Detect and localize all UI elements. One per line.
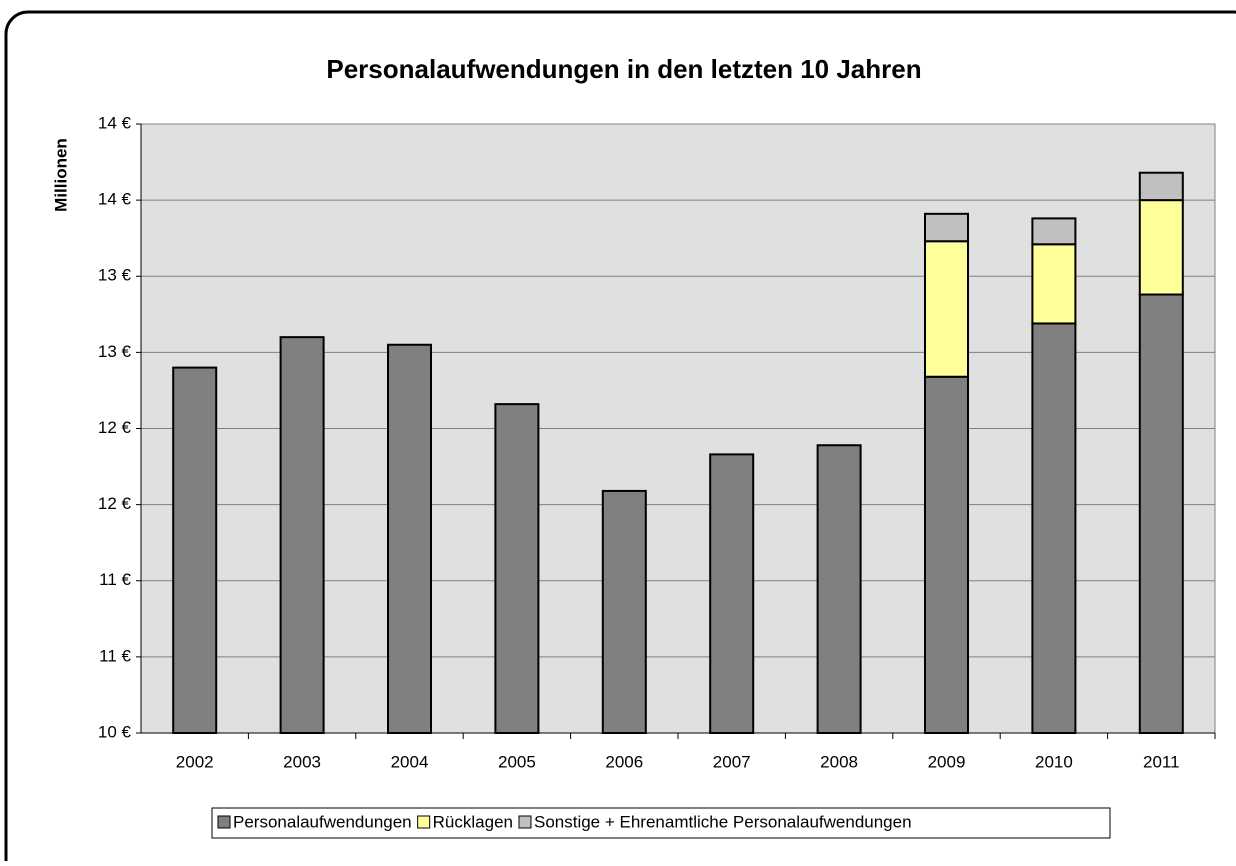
legend-swatch (518, 815, 532, 829)
x-tick-label: 2008 (820, 752, 858, 771)
bar-segment (1138, 293, 1184, 734)
bar-segment (1031, 217, 1077, 246)
bar-segment (1031, 322, 1077, 734)
bar-segment (172, 366, 218, 734)
bar-segment (387, 343, 432, 734)
y-tick-label: 13 € (98, 266, 132, 285)
x-tick-label: 2003 (283, 752, 321, 771)
x-tick-label: 2005 (498, 752, 536, 771)
legend-label: Rücklagen (433, 812, 513, 831)
bar-segment (709, 453, 755, 734)
x-tick-label: 2006 (605, 752, 643, 771)
y-tick-label: 11 € (99, 570, 131, 589)
bar-segment (1138, 199, 1184, 296)
x-tick-label: 2007 (713, 752, 751, 771)
bar-segment (816, 444, 862, 734)
bar-segment (279, 336, 325, 734)
bar-segment (924, 240, 969, 378)
x-tick-label: 2010 (1035, 752, 1073, 771)
legend-swatch (217, 815, 231, 829)
y-tick-label: 14 € (98, 190, 132, 209)
x-tick-label: 2011 (1143, 752, 1180, 771)
y-tick-label: 12 € (98, 494, 132, 513)
bar-segment (601, 489, 647, 734)
bar-segment (494, 403, 540, 734)
legend-label: Sonstige + Ehrenamtliche Personalaufwend… (534, 812, 912, 831)
legend-label: Personalaufwendungen (233, 812, 412, 831)
y-tick-label: 10 € (98, 722, 132, 741)
legend: Personalaufwendungen Rücklagen Sonstige + … (217, 812, 912, 831)
bar-segment (1138, 171, 1184, 202)
bar-segment (924, 375, 969, 734)
chart-title: Personalaufwendungen in den letzten 10 J… (326, 54, 921, 84)
x-tick-label: 2002 (176, 752, 214, 771)
y-axis-label: Millionen (51, 138, 70, 212)
bar-segment (1031, 243, 1077, 325)
y-tick-label: 12 € (98, 418, 132, 437)
legend-swatch (417, 815, 431, 829)
y-tick-label: 14 € (98, 113, 132, 132)
y-tick-label: 11 € (99, 646, 131, 665)
bar-segment (924, 212, 969, 243)
x-tick-label: 2004 (391, 752, 429, 771)
x-tick-label: 2009 (928, 752, 966, 771)
legend-box (211, 807, 1111, 839)
y-tick-label: 13 € (98, 342, 132, 361)
